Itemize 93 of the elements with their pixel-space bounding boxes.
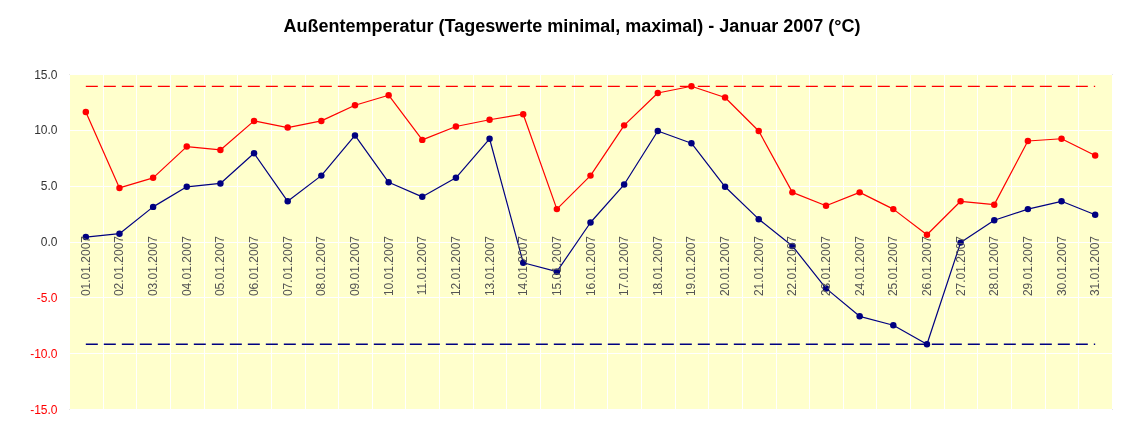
point: [957, 198, 964, 205]
point: [553, 205, 561, 213]
point: [183, 143, 190, 150]
point: [620, 122, 628, 129]
x-tick-label: 19.01.2007: [684, 235, 699, 297]
point: [351, 132, 359, 139]
point: [1091, 152, 1099, 159]
point: [385, 179, 392, 186]
point: [890, 322, 897, 329]
point: [183, 183, 190, 191]
x-tick-label: 11.01.2007: [415, 235, 430, 296]
point: [789, 189, 796, 196]
x-tick-label: 18.01.2007: [650, 235, 665, 297]
point: [250, 150, 258, 157]
point: [654, 89, 662, 97]
x-tick-label: 16.01.2007: [583, 235, 598, 297]
point: [688, 83, 695, 90]
point: [116, 184, 123, 192]
x-tick-label: 17.01.2007: [617, 235, 632, 297]
x-tick-label: 01.01.2007: [78, 235, 93, 297]
x-tick-label: 27.01.2007: [953, 235, 968, 297]
y-tick-label: 15.0: [34, 67, 58, 82]
x-tick-label: 07.01.2007: [280, 235, 295, 297]
x-tick-label: 31.01.2007: [1088, 235, 1103, 297]
x-tick-label: 15.01.2007: [549, 235, 564, 297]
y-tick-label: 5.0: [40, 179, 58, 194]
x-tick-label: 08.01.2007: [314, 235, 329, 297]
x-tick-label: 12.01.2007: [448, 235, 463, 297]
point: [519, 110, 527, 118]
y-tick-label: -10.0: [30, 346, 58, 361]
x-tick-label: 23.01.2007: [819, 235, 834, 297]
point: [486, 116, 493, 124]
point: [284, 198, 291, 205]
x-tick-label: 28.01.2007: [987, 235, 1002, 297]
point: [856, 313, 863, 320]
point: [856, 189, 863, 196]
point: [890, 205, 897, 213]
point: [991, 217, 998, 224]
point: [419, 136, 426, 144]
point: [688, 140, 695, 147]
x-tick-label: 21.01.2007: [751, 235, 766, 297]
x-tick-label: 03.01.2007: [146, 235, 161, 297]
y-tick-label: 10.0: [34, 123, 58, 138]
point: [351, 102, 359, 109]
point: [452, 174, 460, 182]
chart-title: Außentemperatur (Tageswerte minimal, maximal) - Januar 2007 (°C): [283, 16, 861, 36]
point: [923, 341, 931, 348]
point: [82, 108, 90, 116]
x-tick-label: 24.01.2007: [852, 235, 867, 297]
point: [1058, 198, 1065, 205]
x-tick-label: 14.01.2007: [516, 235, 531, 297]
point: [1024, 137, 1032, 145]
point: [721, 183, 729, 191]
point: [419, 193, 426, 201]
x-tick-label: 02.01.2007: [112, 235, 127, 297]
x-tick-label: 30.01.2007: [1054, 235, 1069, 297]
x-tick-label: 29.01.2007: [1020, 235, 1035, 297]
point: [654, 127, 662, 135]
point: [385, 91, 392, 99]
point: [587, 172, 594, 179]
point: [318, 117, 325, 125]
x-tick-label: 10.01.2007: [381, 235, 396, 297]
point: [755, 215, 762, 223]
x-tick-label: 20.01.2007: [718, 235, 733, 297]
point: [587, 219, 594, 226]
point: [318, 172, 325, 179]
point: [755, 127, 762, 135]
x-tick-label: 26.01.2007: [919, 235, 934, 297]
point: [620, 181, 628, 188]
x-tick-label: 04.01.2007: [179, 235, 194, 297]
point: [149, 203, 157, 211]
y-tick-label: -15.0: [30, 402, 58, 417]
y-tick-label: 0.0: [40, 235, 58, 249]
point: [217, 180, 224, 187]
point: [149, 174, 157, 182]
x-tick-label: 06.01.2007: [247, 235, 262, 297]
point: [1058, 135, 1065, 142]
point: [721, 94, 729, 101]
point: [486, 135, 493, 142]
point: [991, 201, 998, 208]
point: [250, 117, 258, 125]
point: [1024, 205, 1032, 213]
point: [217, 146, 224, 154]
x-tick-label: 09.01.2007: [347, 235, 362, 297]
x-tick-label: 22.01.2007: [785, 235, 800, 297]
x-tick-label: 13.01.2007: [482, 235, 497, 297]
point: [452, 123, 460, 130]
x-tick-label: 05.01.2007: [213, 235, 228, 297]
point: [1091, 211, 1099, 218]
x-tick-label: 25.01.2007: [886, 235, 901, 297]
point: [822, 202, 830, 209]
y-tick-label: -5.0: [36, 290, 58, 305]
point: [284, 124, 291, 131]
